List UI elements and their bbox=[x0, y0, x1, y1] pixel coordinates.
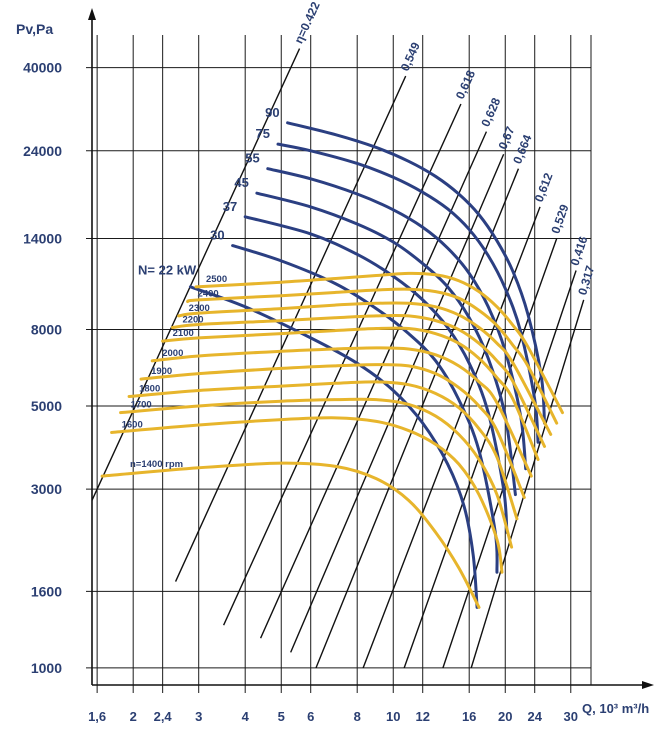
speed-curve-label: 1700 bbox=[131, 400, 152, 411]
efficiency-line bbox=[442, 270, 577, 669]
speed-curve bbox=[110, 416, 504, 574]
x-tick-label: 8 bbox=[354, 709, 361, 724]
y-axis-title: Pv,Pa bbox=[16, 21, 53, 37]
y-tick-label: 1000 bbox=[31, 660, 62, 676]
efficiency-label: 0,618 bbox=[453, 68, 478, 101]
speed-curve bbox=[119, 397, 514, 549]
x-tick-label: 24 bbox=[527, 709, 542, 724]
x-tick-label: 12 bbox=[415, 709, 429, 724]
speed-curve-label: 2300 bbox=[189, 303, 210, 314]
efficiency-label: 0,67 bbox=[496, 124, 518, 151]
speed-curves bbox=[100, 271, 564, 609]
speed-curve-label: 1600 bbox=[122, 419, 143, 430]
x-tick-label: 30 bbox=[564, 709, 578, 724]
efficiency-label: η=0.422 bbox=[292, 0, 323, 46]
efficiency-line bbox=[470, 299, 585, 669]
x-axis-title: Q, 10³ m³/h bbox=[582, 701, 649, 716]
speed-curve bbox=[194, 271, 564, 415]
speed-curve bbox=[139, 363, 526, 499]
efficiency-label: 0,317 bbox=[575, 264, 597, 297]
y-tick-label: 8000 bbox=[31, 322, 62, 338]
y-tick-label: 24000 bbox=[23, 143, 62, 159]
efficiency-label: 0,612 bbox=[532, 171, 556, 204]
efficiency-line bbox=[362, 206, 541, 669]
x-tick-label: 5 bbox=[278, 709, 285, 724]
power-curve-label: 75 bbox=[256, 126, 270, 141]
x-tick-label: 6 bbox=[307, 709, 314, 724]
efficiency-label: 0,628 bbox=[478, 95, 503, 128]
power-curve bbox=[231, 244, 499, 574]
speed-curve bbox=[100, 461, 481, 609]
x-tick-label: 16 bbox=[462, 709, 476, 724]
x-tick-label: 2 bbox=[130, 709, 137, 724]
speed-curve bbox=[170, 313, 547, 448]
power-curve-label: 90 bbox=[265, 105, 279, 120]
speed-curve-label: 1900 bbox=[151, 366, 172, 377]
speed-curve-label: 2500 bbox=[206, 274, 227, 285]
y-tick-label: 1600 bbox=[31, 583, 62, 599]
x-tick-label: 4 bbox=[242, 709, 250, 724]
speed-curve-label: 2400 bbox=[198, 289, 219, 300]
power-curve-label: 55 bbox=[245, 151, 259, 166]
efficiency-label: 0,529 bbox=[548, 202, 571, 235]
x-axis-arrow bbox=[642, 681, 654, 689]
y-tick-label: 14000 bbox=[23, 230, 62, 246]
x-tick-label: 10 bbox=[386, 709, 400, 724]
power-curve bbox=[266, 167, 528, 471]
power-curve bbox=[243, 215, 509, 534]
efficiency-line bbox=[259, 131, 488, 639]
power-curve-label: 30 bbox=[210, 228, 224, 243]
power-curve-label: 45 bbox=[234, 175, 248, 190]
speed-curve bbox=[127, 380, 519, 521]
efficiency-line bbox=[91, 48, 301, 501]
efficiency-label: 0,549 bbox=[398, 40, 423, 73]
y-tick-label: 3000 bbox=[31, 481, 62, 497]
speed-curve-label: n=1400 rpm bbox=[130, 459, 183, 470]
y-tick-label: 5000 bbox=[31, 398, 62, 414]
speed-curve-label: 2200 bbox=[182, 315, 203, 326]
speed-curve-label: 2100 bbox=[173, 328, 194, 339]
x-tick-label: 3 bbox=[195, 709, 202, 724]
speed-curve bbox=[150, 346, 533, 478]
speed-curve bbox=[186, 287, 559, 425]
x-tick-label: 1,6 bbox=[88, 709, 106, 724]
power-curve bbox=[286, 121, 547, 425]
axes: 1,6 2 2,4 3 4 5 6 8 10 12 16 20 24 301000160030005000… bbox=[23, 8, 654, 724]
x-tick-label: 20 bbox=[498, 709, 512, 724]
speed-curve-label: 1800 bbox=[139, 384, 160, 395]
power-curve bbox=[276, 142, 540, 444]
speed-curve bbox=[177, 301, 553, 436]
y-axis-arrow bbox=[88, 8, 96, 20]
power-curve-label: N= 22 kW bbox=[138, 262, 197, 277]
speed-curve-label: 2000 bbox=[162, 348, 183, 359]
y-tick-label: 40000 bbox=[23, 60, 62, 76]
speed-curve bbox=[161, 326, 540, 461]
x-tick-label: 2,4 bbox=[154, 709, 173, 724]
power-curve-label: 37 bbox=[223, 199, 237, 214]
